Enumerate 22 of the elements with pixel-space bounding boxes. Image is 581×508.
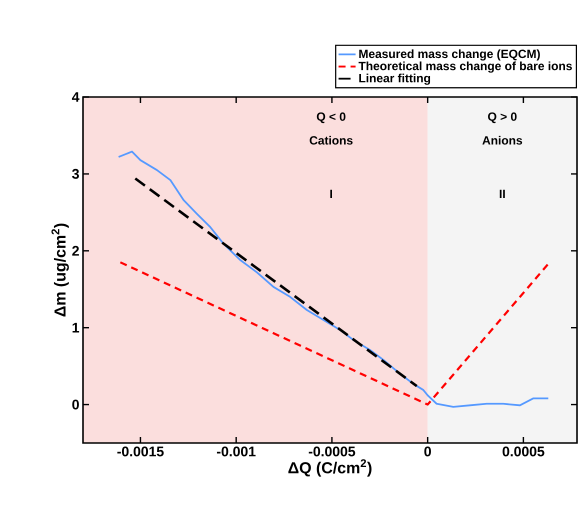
x-tick-label: -0.0015 — [117, 446, 164, 456]
y-axis-title: Δm (ug/cm$^{2}$) — [51, 224, 69, 317]
y-tick-label: 4 — [72, 92, 80, 102]
legend-label: Theoretical mass change of bare ions — [358, 61, 572, 73]
line-series — [118, 150, 550, 408]
legend-label: Measured mass change (EQCM) — [359, 49, 540, 61]
x-tick-label: 0 — [424, 446, 431, 456]
annotation: II — [500, 190, 505, 198]
y-tick-label: 0 — [72, 400, 79, 410]
legend-label: Linear fitting — [359, 74, 430, 85]
annotation: Q < 0 — [316, 112, 346, 124]
annotation: I — [330, 190, 332, 198]
annotation: Cations — [310, 136, 353, 145]
y-tick-label: 1 — [72, 322, 80, 332]
x-axis-title: ΔQ (C/cm$^{2}$) — [288, 459, 372, 477]
x-tick-label: -0.0005 — [308, 446, 356, 456]
annotation: Anions — [482, 136, 522, 145]
x-tick-label: -0.001 — [216, 446, 256, 456]
x-tick-label: 0.0005 — [502, 446, 544, 456]
y-tick-label: 2 — [72, 246, 79, 256]
annotation: Q > 0 — [488, 112, 517, 124]
y-tick-label: 3 — [72, 168, 79, 179]
